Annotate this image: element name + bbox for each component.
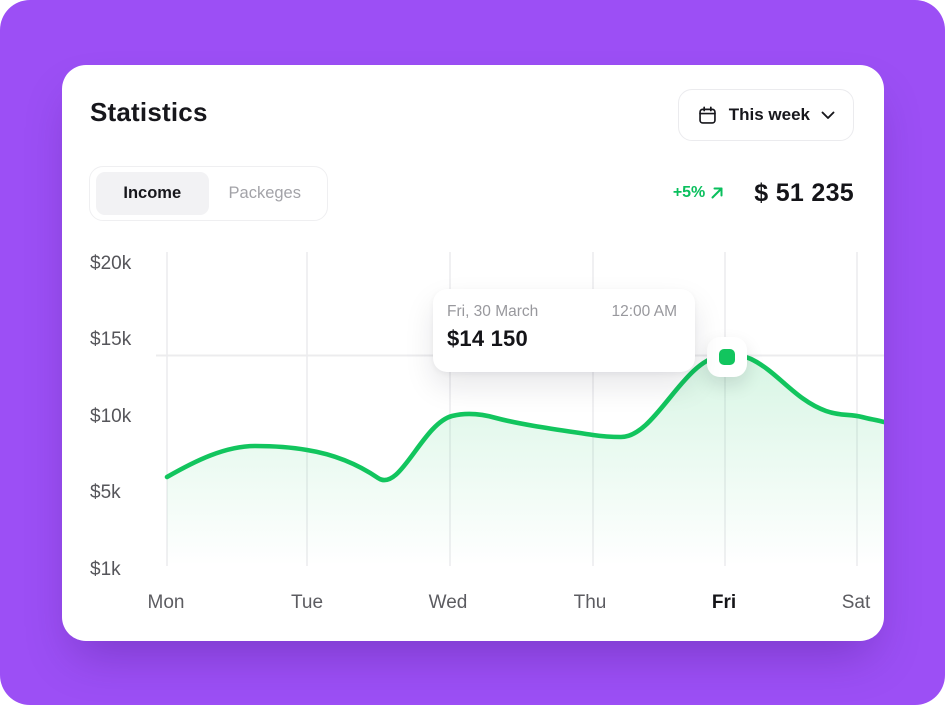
total-amount: $ 51 235: [754, 178, 854, 207]
y-tick-20k: $20k: [90, 253, 132, 274]
x-tick-wed: Wed: [428, 592, 468, 613]
highlight-marker-badge[interactable]: [707, 337, 747, 377]
period-selector[interactable]: This week: [677, 89, 854, 141]
tab-income[interactable]: Income: [96, 172, 209, 215]
tab-packeges[interactable]: Packeges: [209, 172, 322, 215]
trend-up-icon: [710, 186, 724, 200]
x-tick-thu: Thu: [573, 592, 607, 613]
page-title: Statistics: [90, 97, 208, 127]
x-tick-tue: Tue: [290, 592, 324, 613]
highlight-marker-dot: [719, 349, 735, 365]
tab-group: Income Packeges: [89, 166, 328, 221]
tooltip-time: 12:00 AM: [611, 303, 678, 320]
y-tick-5k: $5k: [90, 482, 121, 503]
calendar-icon: [697, 105, 718, 126]
chart-tooltip: Fri, 30 March 12:00 AM $14 150: [433, 289, 695, 372]
y-tick-15k: $15k: [90, 329, 132, 350]
period-label: This week: [728, 105, 810, 124]
change-badge: +5%: [673, 184, 724, 202]
statistics-card: Statistics This week Income Packeges: [62, 65, 884, 641]
y-tick-1k: $1k: [90, 559, 121, 580]
tooltip-value: $14 150: [447, 326, 528, 351]
chevron-down-icon: [821, 111, 835, 120]
x-tick-mon: Mon: [147, 592, 185, 613]
area-fill: [167, 355, 884, 566]
income-line: [164, 352, 884, 483]
summary-row: +5% $ 51 235: [673, 169, 854, 217]
x-tick-fri: Fri: [711, 592, 737, 613]
y-tick-10k: $10k: [90, 406, 132, 427]
tooltip-date: Fri, 30 March: [447, 303, 539, 320]
x-tick-sat: Sat: [841, 592, 871, 613]
change-value: +5%: [672, 184, 706, 201]
